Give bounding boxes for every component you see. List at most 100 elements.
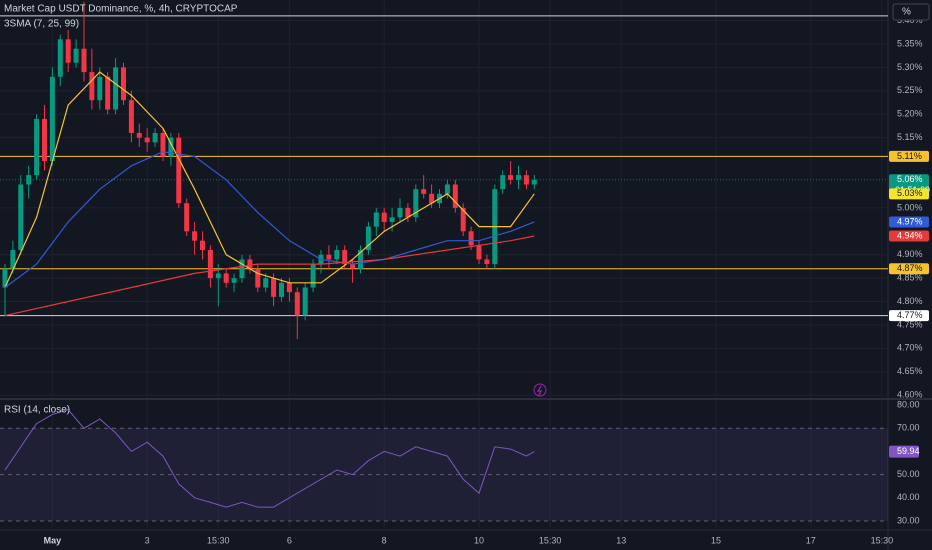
y-tick-label: 4.80% [897,296,923,306]
rsi-tick-label: 80.00 [897,399,920,409]
x-tick-label: 3 [145,535,150,545]
candle-body [144,137,150,143]
candle-body [326,254,332,260]
candle-body [516,175,522,180]
candle-body [120,67,126,101]
candle-body [271,278,277,297]
price-label: 5.06% [897,174,923,184]
candle-body [223,273,229,283]
candle-body [81,48,87,73]
x-tick-label: May [44,535,62,545]
indicator-legend: 3SMA (7, 25, 99) [4,19,79,30]
candle-body [357,250,363,269]
event-icon[interactable] [533,383,547,397]
candle-body [500,175,506,190]
candle-body [136,132,142,138]
y-tick-label: 4.85% [897,273,923,283]
candle-body [97,76,103,101]
price-label-box [889,310,929,322]
candle-body [199,240,205,251]
price-label: 4.94% [897,230,923,240]
y-tick-label: 4.60% [897,390,923,400]
x-tick-label: 6 [287,535,292,545]
candle-body [381,212,387,222]
candle-body [286,282,292,293]
x-tick-label: 8 [382,535,387,545]
candle-body [184,203,190,232]
candle-body [215,273,221,279]
candle-body [239,259,245,279]
rsi-line [4,409,535,508]
price-label: 5.03% [897,188,923,198]
candle-body [2,268,8,288]
candle-body [468,231,474,246]
candle-body [18,184,24,251]
candle-body [231,278,237,283]
y-tick-label: 4.90% [897,249,923,259]
price-label-box [889,230,929,242]
price-label: 4.97% [897,216,923,226]
candle-body [263,278,269,288]
rsi-value-label: 59.94 [897,446,920,456]
scale-button-label[interactable]: % [902,7,911,18]
candle-body [247,259,253,269]
candle-body [128,100,134,133]
candle-body [302,287,308,316]
candle-body [26,175,32,185]
candle-body [113,67,119,110]
candle-body [57,39,63,77]
price-label-box [889,263,929,275]
candle-body [373,212,379,227]
candle-body [444,184,450,194]
rsi-tick-label: 30.00 [897,515,920,525]
price-label: 4.77% [897,310,923,320]
scale-button[interactable] [892,3,930,21]
candle-body [255,268,261,288]
y-tick-label: 5.00% [897,202,923,212]
candle-body [421,189,427,194]
candle-body [49,76,55,162]
candle-body [10,250,16,269]
candle-body [176,137,182,204]
x-tick-label: 15 [711,535,721,545]
candle-body [484,259,490,265]
price-label-box [889,188,929,200]
candle-body [160,132,166,157]
x-tick-label: 15:30 [871,535,894,545]
price-label: 4.87% [897,263,923,273]
candle-body [152,132,158,143]
event-icon-bolt [536,385,542,396]
rsi-label-box [889,445,919,458]
candle-body [413,189,419,218]
candle-body [334,250,340,260]
sma-line [4,151,535,288]
price-label-box [889,216,929,228]
price-label: 5.11% [897,151,922,161]
candle-body [41,118,47,162]
candle-body [389,217,395,222]
candle-body [460,207,466,232]
y-tick-label: 5.20% [897,109,923,119]
candle-body [294,292,300,316]
candle-body [508,175,514,180]
candle-body [452,184,458,208]
x-tick-label: 17 [806,535,816,545]
rsi-tick-label: 70.00 [897,423,920,433]
candle-body [429,193,435,204]
y-tick-label: 5.25% [897,85,923,95]
x-tick-label: 15:30 [207,535,230,545]
candle-body [310,264,316,288]
y-tick-label: 5.30% [897,62,923,72]
y-tick-label: 4.75% [897,319,923,329]
candle-body [397,207,403,218]
candle-body [405,207,411,218]
y-tick-label: 4.65% [897,366,923,376]
sma-line [4,235,535,317]
rsi-title: RSI (14, close) [4,405,70,416]
y-tick-label: 5.35% [897,38,923,48]
candle-body [278,282,284,297]
candle-body [168,137,174,157]
y-tick-label: 5.15% [897,132,923,142]
